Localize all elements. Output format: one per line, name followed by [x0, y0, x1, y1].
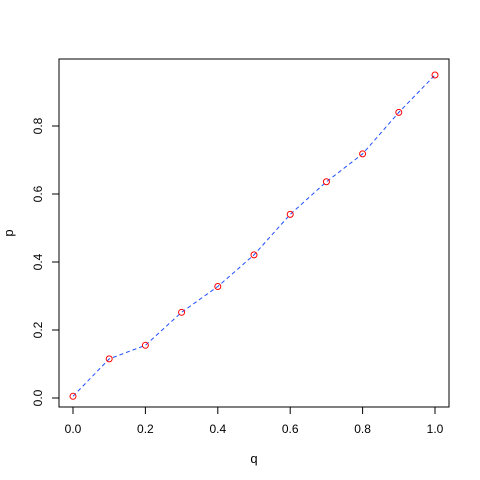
x-tick-label: 0.8	[354, 422, 371, 436]
y-tick-label: 0.8	[31, 117, 45, 134]
x-tick-label: 0.6	[282, 422, 299, 436]
x-tick-label: 0.4	[209, 422, 226, 436]
x-tick-label: 1.0	[427, 422, 444, 436]
data-point	[395, 108, 403, 116]
y-tick-label: 0.6	[31, 185, 45, 202]
data-point	[359, 150, 367, 158]
x-axis: 0.0 0.2 0.4 0.6 0.8 1.0	[65, 406, 444, 436]
y-tick-label: 0.4	[31, 253, 45, 270]
data-point	[431, 71, 439, 79]
data-point	[322, 178, 330, 186]
x-tick-label: 0.2	[137, 422, 154, 436]
plot-frame	[58, 58, 450, 408]
data-point	[69, 392, 77, 400]
data-point	[286, 210, 294, 218]
data-points	[69, 71, 439, 400]
data-point	[250, 251, 258, 259]
x-axis-label: q	[250, 451, 257, 466]
data-point	[105, 355, 113, 363]
data-point	[141, 341, 149, 349]
y-tick-label: 0.2	[31, 321, 45, 338]
y-axis-label: p	[1, 229, 16, 236]
data-point	[178, 308, 186, 316]
y-axis: 0.0 0.2 0.4 0.6 0.8	[31, 117, 60, 406]
y-tick-label: 0.0	[31, 389, 45, 406]
x-tick-label: 0.0	[65, 422, 82, 436]
series-line	[72, 74, 436, 397]
data-point	[214, 282, 222, 290]
